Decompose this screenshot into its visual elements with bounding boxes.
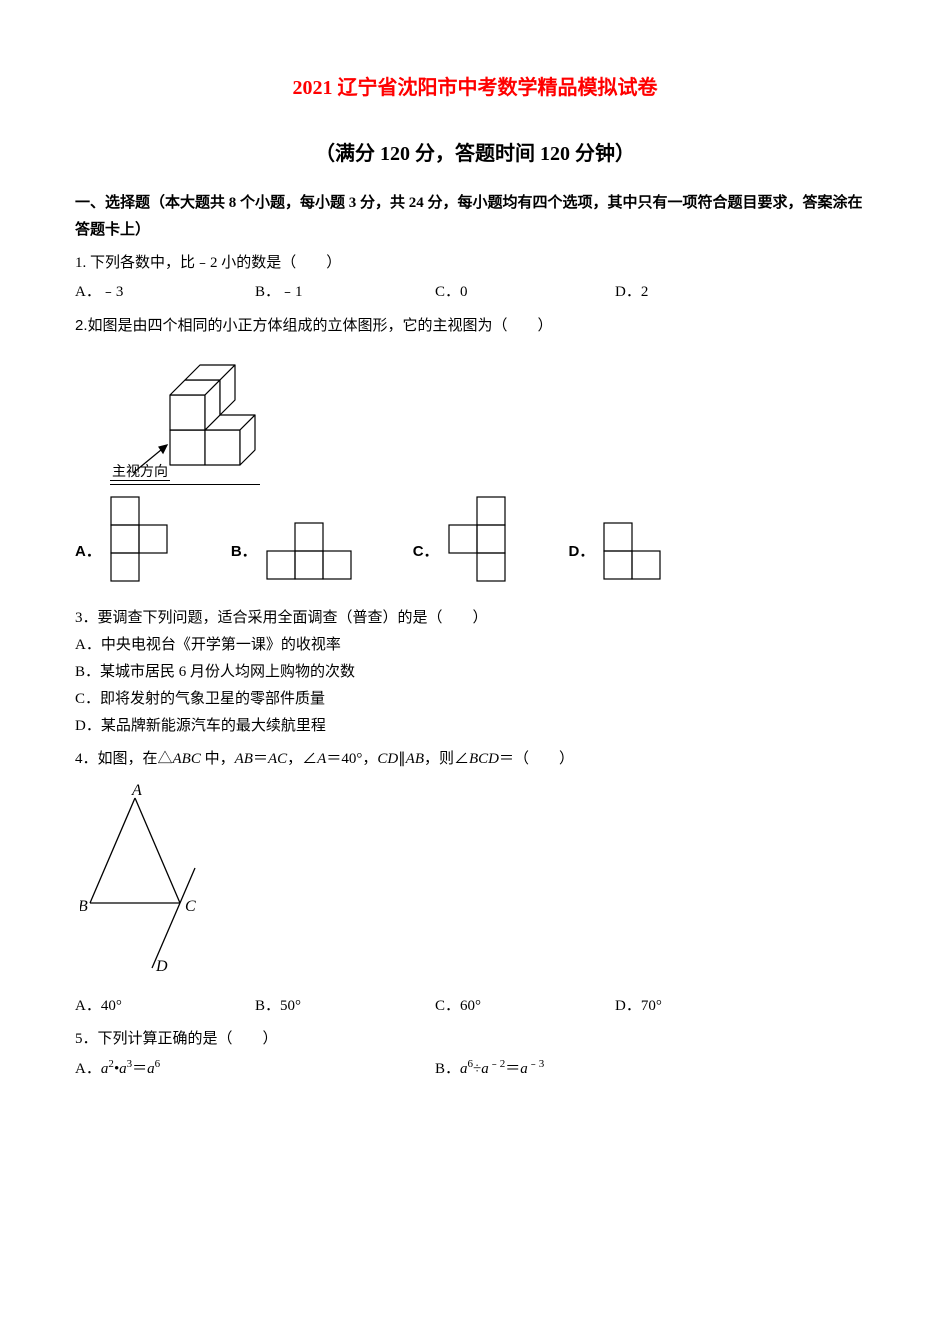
q4-vertex-a: A [131,783,142,799]
question-5: 5．下列计算正确的是（ ） A．a2•a3＝a6 B．a6÷a﹣2＝a﹣3 [75,1026,875,1083]
q2-option-a: A． [75,493,171,583]
q4-option-d: D．70° [615,993,795,1020]
q4-ab: AB [235,751,253,767]
q5-b-a3: a [520,1061,528,1077]
question-4-options: A．40° B．50° C．60° D．70° [75,993,875,1020]
question-4-stem: 4．如图，在△ABC 中，AB＝AC，∠A＝40°，CD∥AB，则∠BCD＝（ … [75,746,875,773]
q4-t3: ，∠ [287,751,317,767]
q3-option-c: C．即将发射的气象卫星的零部件质量 [75,686,875,713]
exam-title: 2021 辽宁省沈阳市中考数学精品模拟试卷 [75,70,875,106]
q2-a-label: A． [75,538,101,583]
section-1-header: 一、选择题（本大题共 8 个小题，每小题 3 分，共 24 分，每小题均有四个选… [75,190,875,244]
question-5-stem: 5．下列计算正确的是（ ） [75,1026,875,1053]
question-2-stem: 2.如图是由四个相同的小正方体组成的立体图形，它的主视图为（ ） [75,312,875,339]
q2-option-b: B． [231,519,353,583]
q3-option-a: A．中央电视台《开学第一课》的收视率 [75,632,875,659]
view-direction-label: 主视方向 [110,465,170,481]
q1-option-a: A．﹣3 [75,279,255,306]
q2-d-figure [600,519,664,583]
q4-t4: ＝40°， [326,751,377,767]
q4-parallel: ∥ [398,751,406,767]
q5-b-sup3: ﹣3 [528,1058,545,1070]
q4-t2: 中， [201,751,235,767]
q2-c-figure [445,493,509,583]
q5-option-b: B．a6÷a﹣2＝a﹣3 [435,1055,795,1083]
q5-a-eq: ＝ [132,1061,147,1077]
q4-vertex-d: D [155,958,168,973]
q5-a-res: a [147,1061,155,1077]
q4-ab2: AB [406,751,424,767]
q4-ac: AC [268,751,287,767]
q2-3d-figure: 主视方向 [115,345,875,485]
q4-t6: ＝（ ） [499,751,574,767]
q1-option-d: D．2 [615,279,795,306]
q4-vertex-c: C [185,898,196,915]
q2-a-figure [107,493,171,583]
q5-b-eq: ＝ [505,1061,520,1077]
q3-option-b: B．某城市居民 6 月份人均网上购物的次数 [75,659,875,686]
q4-t1: 4．如图，在△ [75,751,173,767]
q2-d-label: D． [569,538,595,583]
q5-a-sup3: 6 [155,1058,161,1070]
q4-cd: CD [377,751,398,767]
q5-b-prefix: B． [435,1061,460,1077]
q4-a: A [317,751,326,767]
q2-b-label: B． [231,538,257,583]
q4-option-c: C．60° [435,993,615,1020]
q5-b-div: ÷ [473,1061,481,1077]
q2-c-label: C． [413,538,439,583]
question-1: 1. 下列各数中，比﹣2 小的数是（ ） A．﹣3 B．﹣1 C．0 D．2 [75,250,875,306]
exam-subtitle: （满分 120 分，答题时间 120 分钟） [75,136,875,172]
q5-a-prefix: A． [75,1061,101,1077]
q4-eq1: ＝ [253,751,268,767]
question-1-stem: 1. 下列各数中，比﹣2 小的数是（ ） [75,250,875,277]
q5-b-a2: a [481,1061,489,1077]
q2-b-figure [263,519,353,583]
question-4: 4．如图，在△ABC 中，AB＝AC，∠A＝40°，CD∥AB，则∠BCD＝（ … [75,746,875,1020]
question-3-stem: 3．要调查下列问题，适合采用全面调查（普查）的是（ ） [75,605,875,632]
q4-figure: A B C D [80,783,875,983]
question-2-options: A． B． [75,493,875,583]
q2-option-d: D． [569,519,665,583]
question-2: 2.如图是由四个相同的小正方体组成的立体图形，它的主视图为（ ） [75,312,875,583]
question-1-options: A．﹣3 B．﹣1 C．0 D．2 [75,279,875,306]
q4-option-a: A．40° [75,993,255,1020]
q5-b-sup2: ﹣2 [489,1058,506,1070]
q5-option-a: A．a2•a3＝a6 [75,1055,435,1083]
question-5-options: A．a2•a3＝a6 B．a6÷a﹣2＝a﹣3 [75,1055,875,1083]
q4-abc: ABC [173,751,201,767]
q4-option-b: B．50° [255,993,435,1020]
q4-bcd: BCD [469,751,499,767]
q1-option-b: B．﹣1 [255,279,435,306]
q5-b-a1: a [460,1061,468,1077]
q1-option-c: C．0 [435,279,615,306]
q4-vertex-b: B [80,898,88,915]
q2-option-c: C． [413,493,509,583]
q4-t5: ，则∠ [424,751,469,767]
question-3: 3．要调查下列问题，适合采用全面调查（普查）的是（ ） A．中央电视台《开学第一… [75,605,875,740]
q5-a-dot: •a [114,1061,127,1077]
q3-option-d: D．某品牌新能源汽车的最大续航里程 [75,713,875,740]
